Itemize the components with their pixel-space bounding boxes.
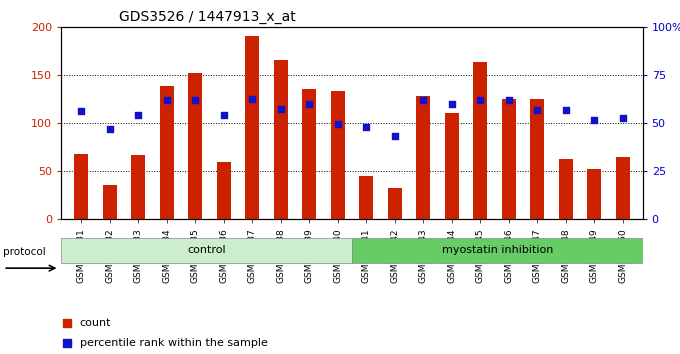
Point (617, 115, 628, 121)
Text: myostatin inhibition: myostatin inhibition (441, 245, 553, 256)
Point (161, 97, 172, 103)
Point (104, 126, 115, 132)
Bar (615, 157, 630, 219)
FancyBboxPatch shape (352, 238, 643, 263)
Text: protocol: protocol (3, 247, 46, 257)
Point (475, 97, 486, 103)
Bar (131, 155, 146, 219)
Bar (359, 176, 373, 219)
Bar (216, 161, 231, 219)
Text: percentile rank within the sample: percentile rank within the sample (80, 338, 267, 348)
Text: control: control (187, 245, 226, 256)
Bar (302, 89, 316, 219)
Point (418, 97, 428, 103)
Point (247, 96, 258, 102)
Bar (445, 113, 459, 219)
Bar (330, 91, 345, 219)
Point (75, 109, 86, 114)
Bar (273, 60, 288, 219)
FancyBboxPatch shape (61, 238, 352, 263)
Point (190, 97, 201, 103)
Point (218, 113, 229, 118)
Point (316, 257, 326, 263)
Point (360, 124, 371, 130)
Point (589, 117, 600, 123)
Bar (587, 169, 601, 219)
Point (304, 101, 315, 107)
Bar (388, 188, 402, 219)
Bar (502, 99, 515, 219)
Point (275, 106, 286, 112)
Bar (74, 154, 88, 219)
Bar (188, 73, 202, 219)
Bar (103, 185, 117, 219)
Bar (530, 99, 544, 219)
Text: GDS3526 / 1447913_x_at: GDS3526 / 1447913_x_at (120, 10, 296, 24)
Text: count: count (80, 318, 111, 328)
Bar (416, 96, 430, 219)
Point (133, 113, 143, 118)
Bar (245, 36, 259, 219)
Point (316, 80, 326, 86)
Point (446, 101, 457, 107)
Bar (160, 86, 174, 219)
Point (333, 121, 343, 127)
Point (532, 108, 543, 113)
Bar (558, 159, 573, 219)
Point (389, 133, 400, 138)
Point (560, 108, 571, 113)
Point (503, 97, 514, 103)
Bar (473, 62, 488, 219)
